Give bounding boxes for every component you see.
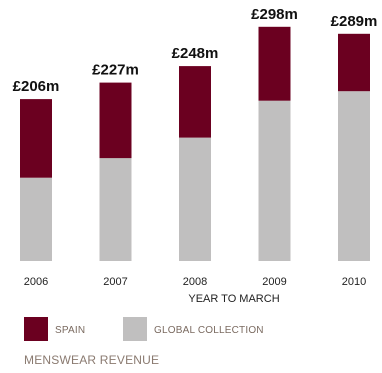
total-label-2009: £298m (251, 6, 298, 23)
x-tick-label-2007: 2007 (103, 276, 127, 288)
legend-swatch-global-collection (123, 317, 147, 341)
x-tick-label-2006: 2006 (24, 276, 48, 288)
bar-global-collection-2008 (179, 137, 211, 261)
x-tick-label-2010: 2010 (342, 276, 366, 288)
bar-global-collection-2006 (20, 177, 52, 261)
total-labels-layer: £206m £227m £248m £298m £289m (13, 6, 378, 95)
total-label-2010: £289m (331, 13, 378, 30)
bar-global-collection-2009 (258, 100, 291, 261)
total-label-2007: £227m (92, 62, 139, 79)
total-label-2006: £206m (13, 78, 60, 95)
legend-swatch-spain (24, 317, 48, 341)
x-tick-labels-layer: 2006 2007 2008 2009 2010 (24, 276, 366, 288)
legend-label-spain: SPAIN (55, 325, 85, 336)
chart-footer-title: MENSWEAR REVENUE (24, 353, 159, 367)
bar-spain-2006 (20, 99, 52, 178)
bars-layer (20, 26, 370, 261)
bar-spain-2008 (179, 66, 211, 138)
bar-global-collection-2007 (99, 158, 132, 261)
bar-global-collection-2010 (338, 91, 370, 261)
legend: SPAIN GLOBAL COLLECTION (24, 317, 264, 341)
x-tick-label-2008: 2008 (183, 276, 207, 288)
x-tick-label-2009: 2009 (262, 276, 286, 288)
x-axis-title: YEAR TO MARCH (188, 293, 279, 305)
legend-label-global-collection: GLOBAL COLLECTION (154, 325, 264, 336)
bar-spain-2010 (338, 33, 370, 92)
bar-spain-2007 (99, 82, 132, 159)
total-label-2008: £248m (172, 45, 219, 62)
bar-spain-2009 (258, 26, 291, 101)
